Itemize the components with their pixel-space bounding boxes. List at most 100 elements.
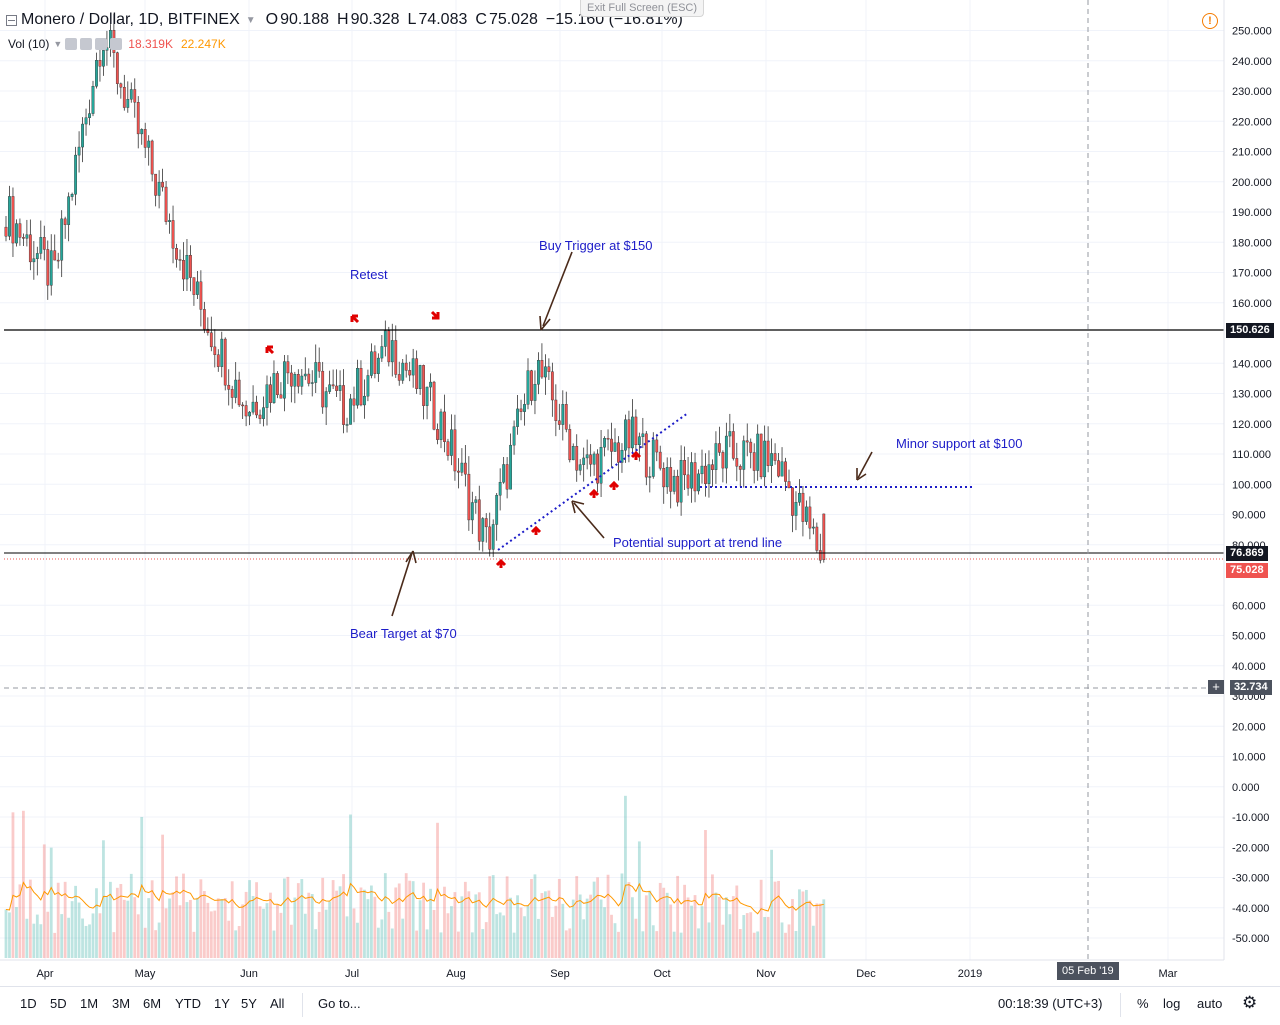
trend-support-annotation: Potential support at trend line — [613, 535, 783, 550]
log-toggle[interactable]: log — [1163, 996, 1181, 1011]
candle-body — [202, 309, 206, 330]
volume-bar — [509, 897, 512, 958]
timeframe-5d[interactable]: 5D — [50, 996, 67, 1011]
candle-body — [77, 146, 81, 156]
price-tick-label: -40.000 — [1232, 903, 1269, 915]
volume-bar — [805, 889, 808, 958]
candle-body — [293, 374, 297, 387]
candle-body — [450, 429, 453, 456]
timeframe-1m[interactable]: 1M — [80, 996, 99, 1011]
volume-label[interactable]: Vol (10) — [8, 37, 50, 51]
volume-bar — [728, 914, 732, 958]
toolbar-divider — [302, 993, 303, 1017]
price-tick-label: 240.000 — [1232, 56, 1272, 68]
candle-body — [669, 467, 673, 492]
chevron-down-icon[interactable]: ▼ — [53, 39, 63, 49]
volume-bar — [105, 896, 109, 958]
candle-body — [300, 375, 304, 387]
candle-body — [136, 102, 140, 135]
volume-bar — [474, 894, 478, 958]
volume-bar — [624, 795, 627, 958]
volume-bar — [498, 912, 502, 958]
chart-area[interactable]: 250.000 240.000 230.000 220.000 210.000 200.0… — [0, 0, 1280, 986]
chevron-down-icon[interactable]: ▼ — [245, 14, 256, 26]
timeframe-6m[interactable]: 6M — [143, 996, 162, 1011]
collapse-legend-icon[interactable] — [6, 14, 17, 26]
clock-timezone[interactable]: 00:18:39 (UTC+3) — [998, 996, 1103, 1011]
visibility-icon[interactable] — [65, 38, 78, 50]
candle-body — [756, 433, 760, 471]
time-tick-label: Oct — [653, 968, 670, 980]
candle-body — [794, 502, 798, 516]
candle-body — [307, 373, 311, 384]
gear-icon[interactable]: ⚙ — [1242, 993, 1258, 1012]
volume-bar — [28, 879, 32, 958]
volume-bar — [269, 892, 272, 958]
volume-bar — [147, 898, 151, 958]
candle-body — [822, 513, 826, 560]
volume-bar — [582, 919, 586, 958]
candle-body — [35, 253, 39, 259]
symbol-title[interactable]: Monero / Dollar, 1D, BITFINEX — [21, 11, 240, 28]
candle-body — [470, 502, 474, 521]
price-tick-label: -20.000 — [1232, 842, 1269, 854]
candle-body — [42, 237, 46, 250]
timeframe-5y[interactable]: 5Y — [241, 996, 257, 1011]
warning-icon[interactable]: ! — [1202, 13, 1218, 29]
exit-fullscreen-button[interactable]: Exit Full Screen (ESC) — [580, 0, 705, 17]
close-small-icon[interactable] — [95, 38, 108, 50]
goto-button[interactable]: Go to... — [318, 996, 361, 1011]
timeframe-ytd[interactable]: YTD — [175, 996, 201, 1011]
percent-toggle[interactable]: % — [1137, 996, 1149, 1011]
volume-bar — [557, 878, 561, 958]
candle-body — [269, 384, 272, 403]
volume-bar — [133, 897, 137, 958]
price-tick-label: 110.000 — [1232, 449, 1271, 461]
candle-body — [289, 372, 293, 387]
price-tick-label: 90.000 — [1232, 510, 1266, 522]
candle-body — [714, 443, 718, 470]
volume-bar — [620, 873, 624, 958]
timeframe-1y[interactable]: 1Y — [214, 996, 230, 1011]
candle-body — [164, 186, 168, 222]
volume-bar — [164, 908, 168, 958]
candle-body — [439, 411, 443, 440]
add-alert-icon[interactable]: + — [1208, 680, 1224, 694]
time-tick-label: Nov — [756, 968, 776, 980]
time-axis-ticks[interactable]: Apr May Jun Jul Aug Sep Oct Nov Dec 2019 Mar — [36, 968, 1177, 980]
minor-support-annotation: Minor support at $100 — [896, 436, 1023, 451]
volume-bar — [752, 932, 756, 958]
volume-bar — [773, 881, 777, 958]
more-icon[interactable] — [110, 38, 123, 50]
candle-body — [88, 113, 91, 118]
volume-bar — [366, 899, 370, 958]
price-axis-ticks[interactable]: 250.000 240.000 230.000 220.000 210.000 200.0… — [1232, 26, 1272, 946]
volume-bar — [331, 880, 335, 958]
crosshair-price-tag: 32.734 — [1230, 680, 1272, 695]
volume-bar — [547, 890, 551, 958]
candle-body — [352, 398, 356, 406]
candle-body — [276, 373, 279, 395]
volume-legend: Vol (10) ▼ 18.319K 22.247K — [8, 37, 226, 51]
candle-body — [195, 281, 199, 295]
candle-body — [443, 411, 446, 442]
volume-bar — [721, 924, 725, 958]
candle-body — [157, 181, 161, 196]
candle-body — [477, 499, 481, 542]
volume-bar — [324, 909, 328, 958]
timeframe-all[interactable]: All — [270, 996, 285, 1011]
open-value: 90.188 — [280, 11, 330, 28]
candle-body — [711, 464, 714, 470]
candle-body — [596, 453, 600, 484]
volume-bar — [244, 891, 248, 958]
volume-bar — [39, 924, 43, 958]
timeframe-1d[interactable]: 1D — [20, 996, 37, 1011]
price-tick-label: 40.000 — [1232, 661, 1266, 673]
volume-bar — [70, 901, 74, 958]
settings-small-icon[interactable] — [80, 38, 93, 50]
high-value: 90.328 — [350, 11, 400, 28]
candle-body — [189, 255, 192, 278]
price-tick-label: 190.000 — [1232, 207, 1272, 219]
auto-toggle[interactable]: auto — [1197, 996, 1223, 1011]
timeframe-3m[interactable]: 3M — [112, 996, 131, 1011]
